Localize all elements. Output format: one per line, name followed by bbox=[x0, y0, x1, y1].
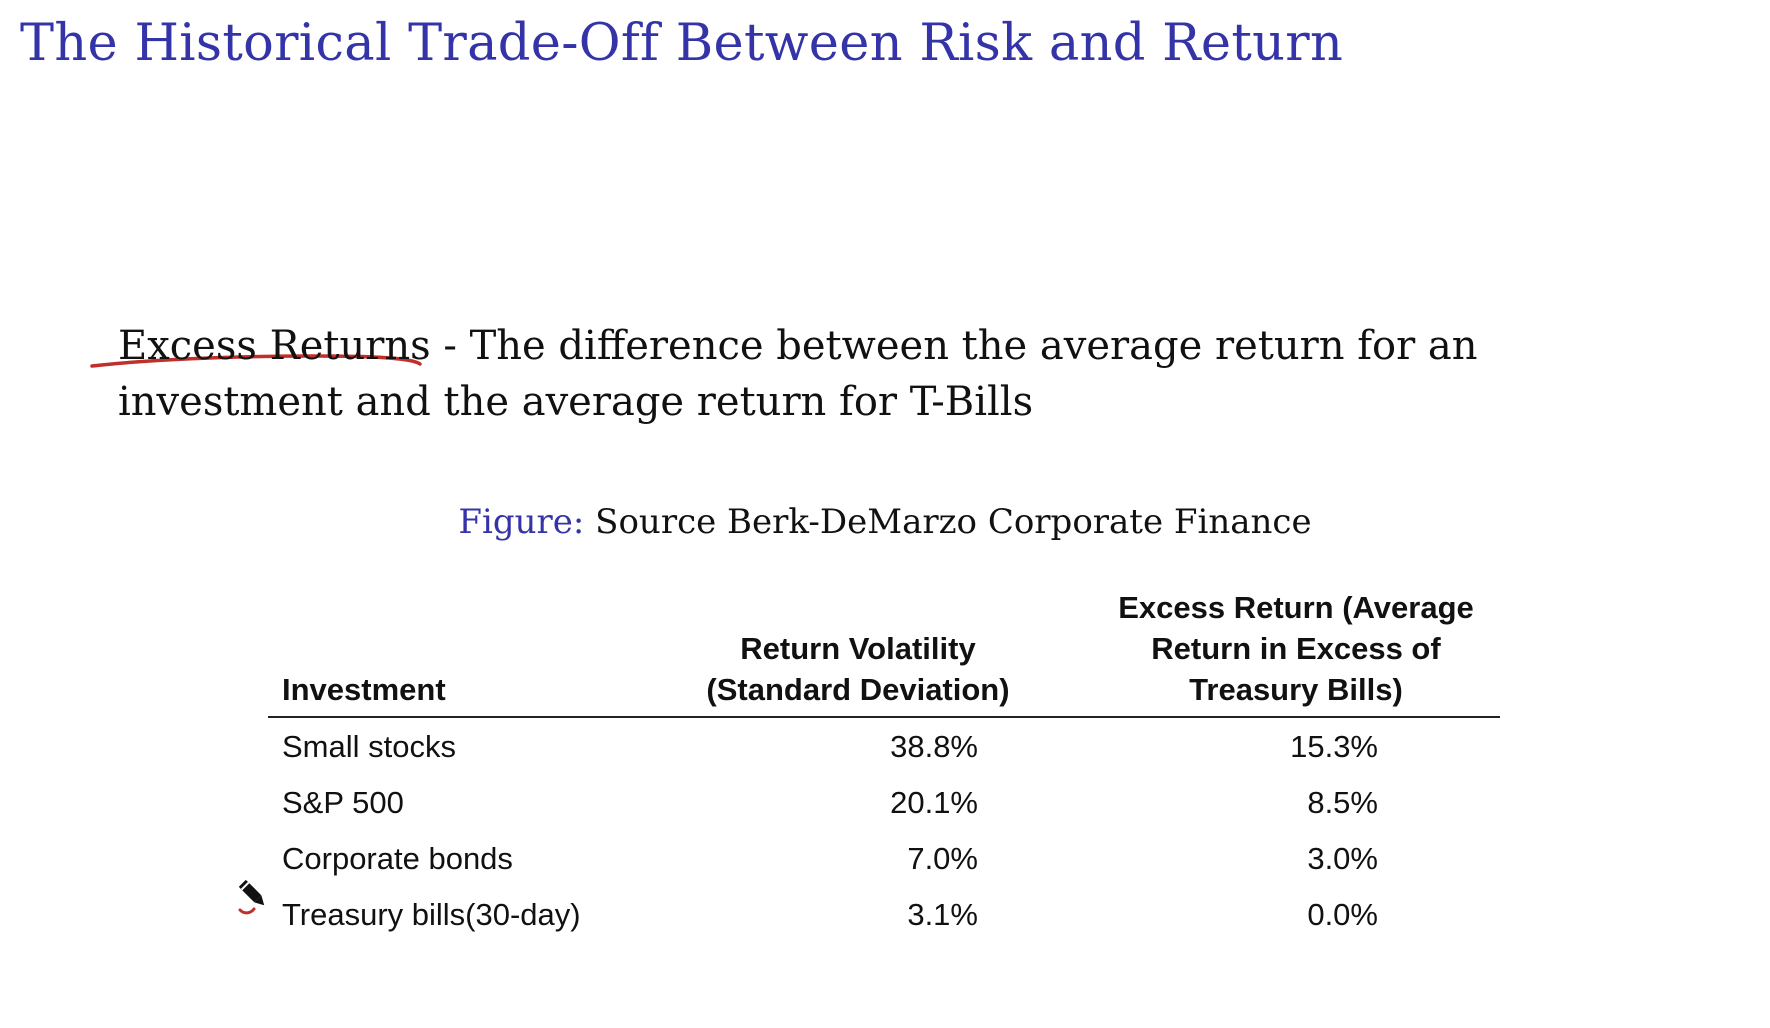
cell-excess-return: 0.0% bbox=[1307, 897, 1378, 932]
risk-return-table: Investment Return Volatility (Standard D… bbox=[268, 590, 1500, 942]
cell-volatility: 3.1% bbox=[907, 897, 978, 932]
definition-term: Excess Returns bbox=[118, 323, 431, 369]
header-volatility: Return Volatility (Standard Deviation) bbox=[688, 628, 1028, 710]
figure-source: Source Berk-DeMarzo Corporate Finance bbox=[595, 502, 1312, 542]
cell-investment: S&P 500 bbox=[282, 785, 404, 820]
table-row: Treasury bills(30-day) 3.1% 0.0% bbox=[268, 886, 1500, 942]
header-excess-line: Excess Return (Average bbox=[1118, 590, 1474, 625]
definition-paragraph: Excess Returns - The difference between … bbox=[118, 318, 1678, 430]
handwritten-underline bbox=[90, 354, 422, 368]
definition-separator: - bbox=[430, 323, 470, 369]
table-row: Small stocks 38.8% 15.3% bbox=[268, 718, 1500, 774]
definition-text: The difference between the average retur… bbox=[118, 323, 1478, 425]
cell-volatility: 20.1% bbox=[890, 785, 978, 820]
cell-excess-return: 8.5% bbox=[1307, 785, 1378, 820]
header-excess-line: Treasury Bills) bbox=[1189, 672, 1403, 707]
figure-label: Figure: bbox=[458, 502, 585, 542]
cell-volatility: 38.8% bbox=[890, 729, 978, 764]
pencil-icon[interactable] bbox=[236, 876, 274, 916]
cell-investment: Treasury bills(30-day) bbox=[282, 897, 581, 932]
header-excess-line: Return in Excess of bbox=[1151, 631, 1441, 666]
table-header: Investment Return Volatility (Standard D… bbox=[268, 590, 1500, 718]
header-investment: Investment bbox=[282, 672, 446, 707]
cell-investment: Small stocks bbox=[282, 729, 456, 764]
header-volatility-line: (Standard Deviation) bbox=[706, 672, 1010, 707]
table-row: S&P 500 20.1% 8.5% bbox=[268, 774, 1500, 830]
header-volatility-line: Return Volatility bbox=[740, 631, 976, 666]
cell-excess-return: 3.0% bbox=[1307, 841, 1378, 876]
header-excess-return: Excess Return (Average Return in Excess … bbox=[1076, 587, 1516, 710]
cell-volatility: 7.0% bbox=[907, 841, 978, 876]
slide-title: The Historical Trade-Off Between Risk an… bbox=[20, 14, 1344, 73]
table-row: Corporate bonds 7.0% 3.0% bbox=[268, 830, 1500, 886]
cell-investment: Corporate bonds bbox=[282, 841, 513, 876]
cell-excess-return: 15.3% bbox=[1290, 729, 1378, 764]
figure-caption: Figure: Source Berk-DeMarzo Corporate Fi… bbox=[0, 502, 1770, 542]
